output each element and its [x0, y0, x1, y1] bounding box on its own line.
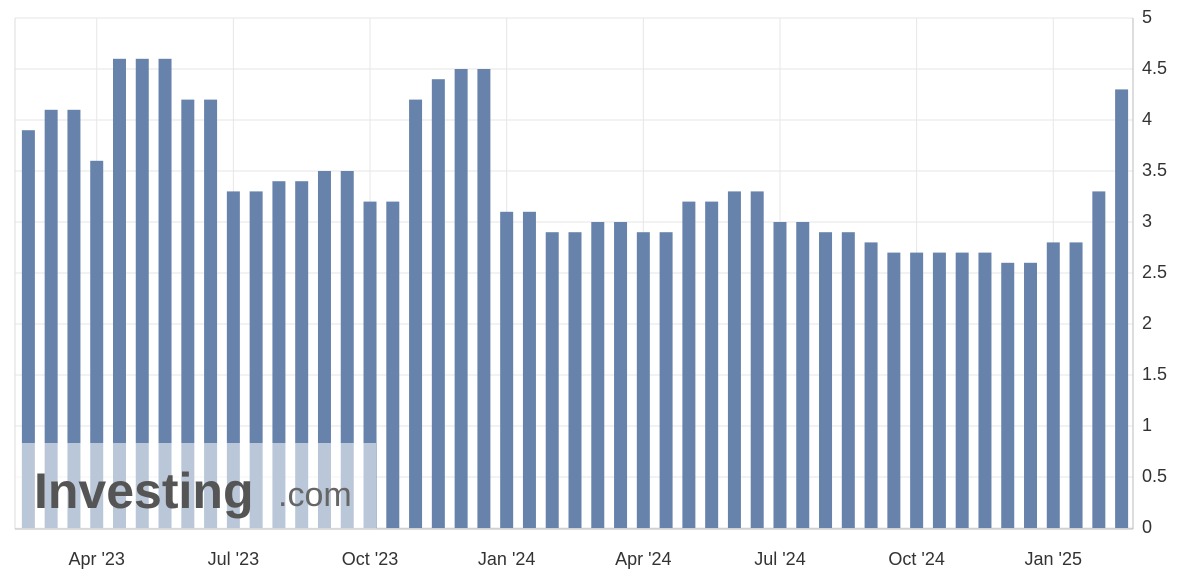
y-tick-label: 3.5 — [1142, 160, 1167, 180]
bar — [636, 232, 650, 528]
bar — [727, 191, 741, 528]
bar — [1115, 89, 1129, 529]
bar — [1092, 191, 1106, 528]
y-tick-label: 2 — [1142, 313, 1152, 333]
y-tick-label: 4 — [1142, 109, 1152, 129]
bar — [591, 222, 605, 528]
bar — [864, 242, 878, 528]
x-tick-label: Apr '24 — [615, 549, 671, 569]
bar — [340, 171, 354, 528]
bar — [614, 222, 628, 528]
x-tick-label: Jan '25 — [1025, 549, 1082, 569]
bar — [1001, 262, 1015, 528]
bar — [21, 130, 35, 528]
bar — [545, 232, 559, 528]
bar — [955, 252, 969, 528]
bar — [750, 191, 764, 528]
x-tick-label: Jul '23 — [208, 549, 259, 569]
bar — [272, 181, 286, 528]
y-tick-label: 5 — [1142, 7, 1152, 27]
y-tick-label: 2.5 — [1142, 262, 1167, 282]
bar — [477, 69, 491, 528]
bar — [1069, 242, 1083, 528]
x-tick-label: Oct '23 — [342, 549, 398, 569]
bar — [932, 252, 946, 528]
bar — [181, 99, 195, 528]
bar — [682, 201, 696, 528]
bar — [295, 181, 309, 528]
bar — [317, 171, 331, 528]
bar — [841, 232, 855, 528]
bar — [910, 252, 924, 528]
bar — [773, 222, 787, 528]
x-tick-label: Oct '24 — [888, 549, 944, 569]
bar — [204, 99, 218, 528]
bar — [796, 222, 810, 528]
bar — [44, 109, 58, 529]
bar — [454, 69, 468, 528]
labels: 0 0.5 1 1.5 2 2.5 3 3.5 4 4.5 5 Apr '23 Jul '23 Oct '… — [68, 7, 1167, 569]
x-tick-label: Jan '24 — [478, 549, 535, 569]
bar — [568, 232, 582, 528]
bar — [409, 99, 423, 528]
bar — [500, 211, 514, 529]
y-tick-label: 1.5 — [1142, 364, 1167, 384]
bar — [90, 160, 104, 529]
y-tick-label: 3 — [1142, 211, 1152, 231]
bar — [522, 211, 536, 529]
bar — [659, 232, 673, 528]
y-tick-label: 0.5 — [1142, 466, 1167, 486]
bar — [112, 58, 126, 529]
bar — [431, 79, 445, 528]
bar — [386, 201, 400, 528]
bar — [819, 232, 833, 528]
x-tick-label: Jul '24 — [754, 549, 805, 569]
bar — [67, 109, 81, 529]
bar — [978, 252, 992, 528]
x-tick-label: Apr '23 — [68, 549, 124, 569]
bar — [1046, 242, 1060, 528]
watermark-backdrop — [15, 443, 376, 529]
bar — [705, 201, 719, 528]
bar — [887, 252, 901, 528]
bar — [135, 58, 149, 529]
bars — [21, 58, 1129, 529]
y-tick-label: 0 — [1142, 517, 1152, 537]
watermark-brand: Investing — [34, 463, 253, 519]
bar — [158, 58, 172, 529]
bar — [1024, 262, 1038, 528]
y-tick-label: 4.5 — [1142, 58, 1167, 78]
y-tick-label: 1 — [1142, 415, 1152, 435]
watermark-suffix: .com — [278, 476, 352, 514]
